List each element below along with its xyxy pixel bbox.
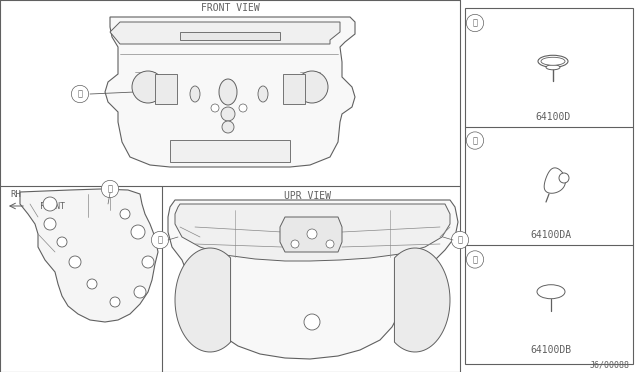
Text: RH: RH (10, 190, 20, 199)
Ellipse shape (258, 86, 268, 102)
Bar (155, 74, 177, 104)
Polygon shape (110, 22, 340, 44)
Ellipse shape (541, 57, 565, 65)
Circle shape (211, 104, 219, 112)
Polygon shape (175, 204, 450, 261)
Bar (465, 8, 633, 364)
Circle shape (304, 314, 320, 330)
Text: Ⓐ: Ⓐ (77, 90, 83, 99)
Text: FRONT: FRONT (40, 202, 65, 211)
Circle shape (296, 71, 328, 103)
Ellipse shape (538, 55, 568, 67)
Text: Ⓐ: Ⓐ (472, 19, 477, 28)
Circle shape (134, 286, 146, 298)
Bar (180, 32, 280, 40)
Bar (283, 74, 305, 104)
Polygon shape (20, 189, 158, 322)
Text: 64100D: 64100D (536, 112, 571, 122)
Circle shape (559, 173, 569, 183)
Circle shape (132, 71, 164, 103)
Circle shape (291, 240, 299, 248)
Polygon shape (175, 248, 230, 352)
Text: Ⓑ: Ⓑ (472, 136, 477, 145)
Circle shape (69, 256, 81, 268)
Circle shape (43, 197, 57, 211)
Circle shape (110, 297, 120, 307)
Circle shape (142, 256, 154, 268)
Circle shape (222, 121, 234, 133)
Polygon shape (168, 200, 458, 359)
Ellipse shape (537, 285, 565, 299)
Text: 64100DB: 64100DB (531, 345, 572, 355)
Circle shape (44, 218, 56, 230)
Text: Ⓑ: Ⓑ (458, 235, 463, 244)
Text: J6/00088: J6/00088 (590, 360, 630, 369)
Polygon shape (280, 217, 342, 252)
Polygon shape (394, 248, 450, 352)
Circle shape (307, 229, 317, 239)
Ellipse shape (219, 79, 237, 105)
Text: Ⓑ: Ⓑ (157, 235, 163, 244)
Polygon shape (105, 17, 355, 167)
Circle shape (326, 240, 334, 248)
Circle shape (239, 104, 247, 112)
Bar (170, 140, 290, 162)
Text: Ⓒ: Ⓒ (108, 185, 113, 193)
Text: Ⓒ: Ⓒ (472, 255, 477, 264)
Circle shape (120, 209, 130, 219)
Text: 64100DA: 64100DA (531, 230, 572, 240)
Ellipse shape (190, 86, 200, 102)
Circle shape (221, 107, 235, 121)
Ellipse shape (546, 65, 560, 70)
Circle shape (57, 237, 67, 247)
Text: FRONT VIEW: FRONT VIEW (200, 3, 259, 13)
Text: UPR VIEW: UPR VIEW (285, 191, 332, 201)
Circle shape (87, 279, 97, 289)
Circle shape (131, 225, 145, 239)
Polygon shape (544, 168, 566, 193)
